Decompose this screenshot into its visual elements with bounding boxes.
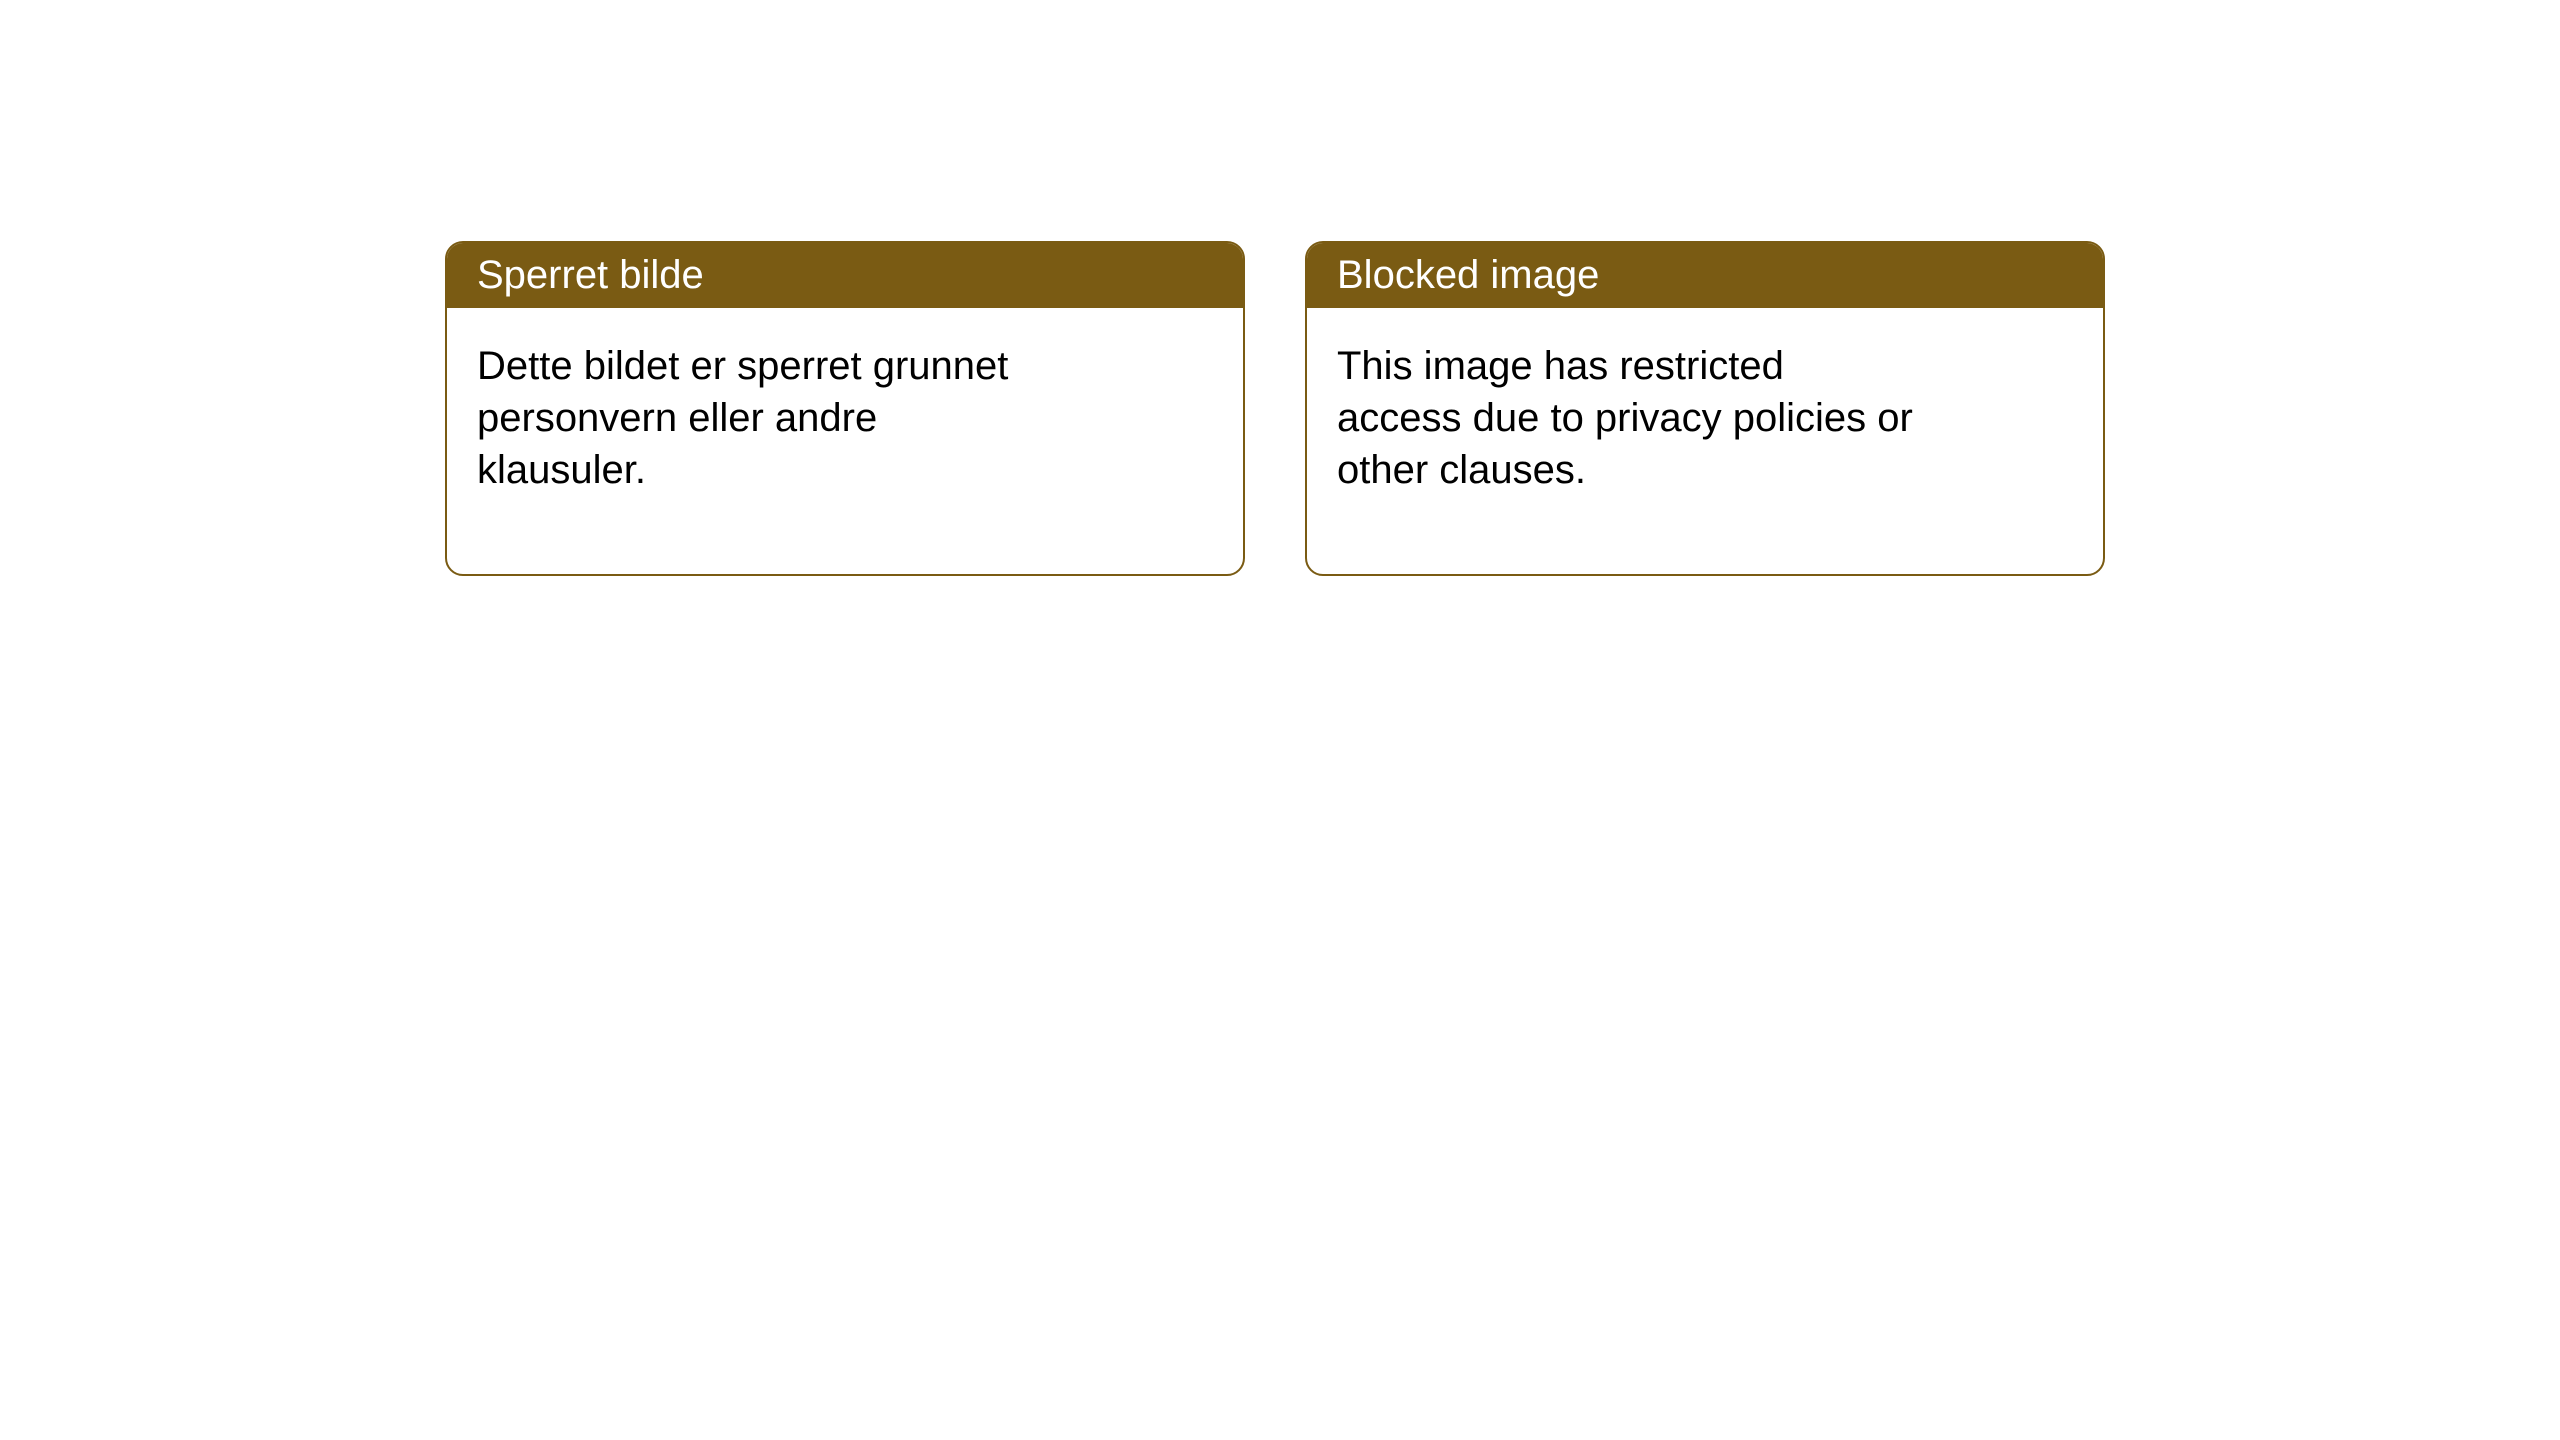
card-header: Blocked image (1307, 243, 2103, 308)
blocked-image-card-no: Sperret bilde Dette bildet er sperret gr… (445, 241, 1245, 576)
blocked-image-card-en: Blocked image This image has restricted … (1305, 241, 2105, 576)
card-body: This image has restricted access due to … (1307, 308, 1947, 528)
card-body: Dette bildet er sperret grunnet personve… (447, 308, 1087, 528)
card-header: Sperret bilde (447, 243, 1243, 308)
card-body-text: Dette bildet er sperret grunnet personve… (477, 344, 1008, 492)
card-header-text: Blocked image (1337, 253, 1599, 297)
card-container: Sperret bilde Dette bildet er sperret gr… (445, 241, 2105, 576)
card-body-text: This image has restricted access due to … (1337, 344, 1913, 492)
card-header-text: Sperret bilde (477, 253, 704, 297)
